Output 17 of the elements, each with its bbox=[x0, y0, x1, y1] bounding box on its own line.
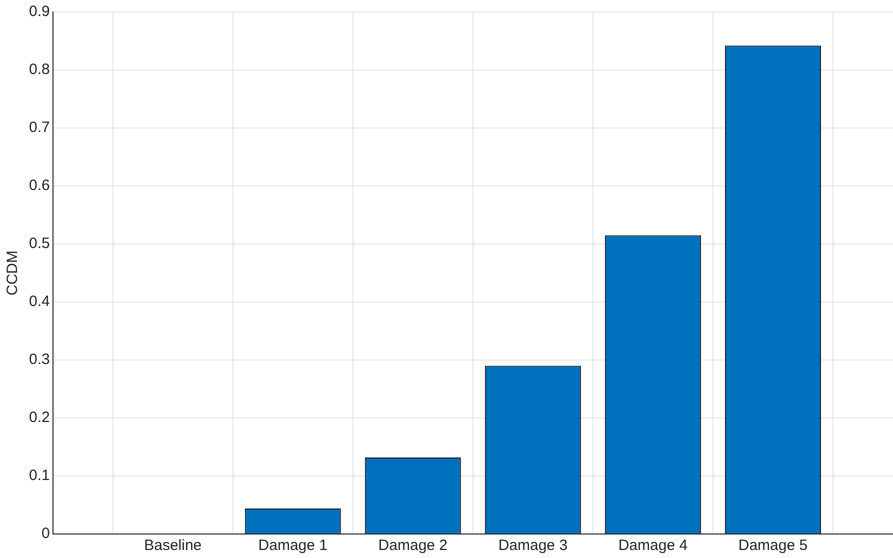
y-tick-label: 0.5 bbox=[28, 235, 50, 252]
y-tick-label: 0.1 bbox=[28, 467, 50, 484]
y-tick-label: 0.2 bbox=[28, 409, 50, 426]
y-tick-label: 0.9 bbox=[28, 3, 50, 20]
x-tick-label: Damage 4 bbox=[618, 537, 688, 554]
y-axis-title: CCDM bbox=[4, 250, 22, 296]
y-tick-label: 0.6 bbox=[28, 177, 50, 194]
x-tick-label: Damage 3 bbox=[498, 537, 568, 554]
y-tick-label: 0.7 bbox=[28, 119, 50, 136]
x-tick-label: Damage 1 bbox=[258, 537, 328, 554]
y-tick-label: 0.3 bbox=[28, 351, 50, 368]
x-tick-label: Baseline bbox=[144, 537, 202, 554]
x-tick-label: Damage 5 bbox=[738, 537, 808, 554]
y-tick-label: 0 bbox=[42, 525, 50, 542]
x-tick-label: Damage 2 bbox=[378, 537, 448, 554]
y-tick-label: 0.4 bbox=[28, 293, 50, 310]
y-tick-label: 0.8 bbox=[28, 61, 50, 78]
